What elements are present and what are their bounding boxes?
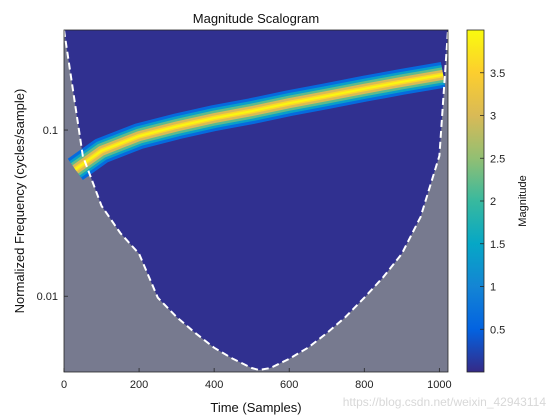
y-tick-label: 0.1: [43, 125, 58, 137]
colorbar-tick-label: 1: [490, 282, 496, 294]
colorbar: 0.5 1 1.5 2 2.5 3 3.5 Magnitude: [466, 29, 529, 373]
colorbar-tick-label: 0.5: [490, 324, 505, 336]
y-axis: 0.01 0.1: [37, 125, 68, 303]
colorbar-tick-label: 2: [490, 196, 496, 208]
x-tick-label: 1000: [427, 379, 451, 391]
ridge-band-5: [74, 73, 444, 171]
ridge-layer: [67, 61, 446, 181]
colorbar-tick-label: 2.5: [490, 153, 505, 165]
watermark-text: https://blog.csdn.net/weixin_42943114: [343, 395, 547, 409]
cone-of-influence-line: [64, 30, 448, 372]
plot-frame: [63, 29, 449, 373]
x-tick-label: 0: [61, 379, 67, 391]
x-tick-label: 600: [280, 379, 298, 391]
y-axis-label: Normalized Frequency (cycles/sample): [12, 89, 27, 314]
colorbar-label: Magnitude: [517, 175, 529, 226]
x-tick-label: 200: [130, 379, 148, 391]
y-tick-label: 0.01: [37, 291, 58, 303]
cone-of-influence-region: [64, 30, 448, 370]
x-tick-label: 800: [355, 379, 373, 391]
colorbar-tick-label: 3.5: [490, 68, 505, 80]
colorbar-ticks: 0.5 1 1.5 2 2.5 3 3.5: [480, 68, 505, 336]
x-axis: 0 200 400 600 800 1000: [61, 368, 452, 391]
x-axis-label: Time (Samples): [210, 400, 301, 415]
plot-area: [64, 30, 448, 372]
x-tick-label: 400: [205, 379, 223, 391]
colorbar-tick-label: 3: [490, 111, 496, 123]
chart-title: Magnitude Scalogram: [193, 11, 319, 26]
colorbar-tick-label: 1.5: [490, 239, 505, 251]
